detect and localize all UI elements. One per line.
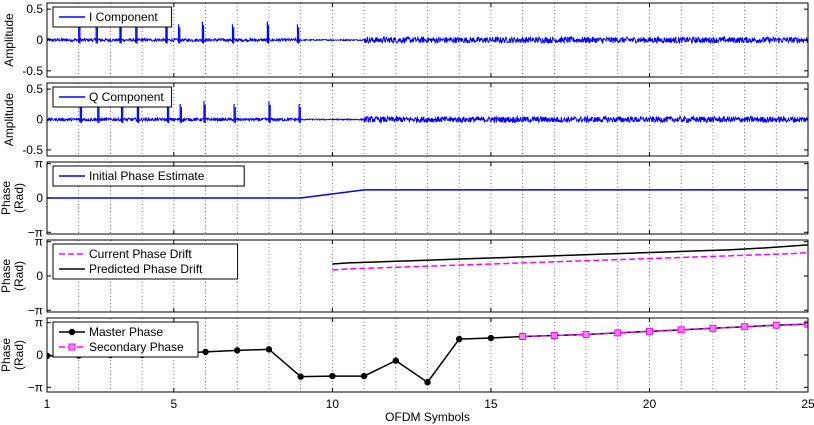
data-point <box>550 331 558 339</box>
y-axis-label: (Rad) <box>12 340 26 370</box>
y-axis-label: Amplitude <box>2 93 16 147</box>
legend-label: Secondary Phase <box>89 340 184 354</box>
legend-box <box>52 165 245 187</box>
legend-label: Current Phase Drift <box>89 247 192 261</box>
panel-i: -0.5 0 0.5 Amplitude I Component <box>2 2 809 78</box>
y-tick-label: π <box>35 157 43 171</box>
y-tick-label: 0 <box>36 348 43 362</box>
y-tick-label: 0 <box>36 33 43 47</box>
plot-area-drift <box>332 244 808 271</box>
data-point <box>424 379 431 386</box>
legend-label: I Component <box>89 10 158 24</box>
x-tick-label: 5 <box>170 397 177 411</box>
y-tick-label: 0.5 <box>26 2 43 16</box>
x-tick-label: 15 <box>484 397 498 411</box>
y-tick-label: π <box>35 235 43 249</box>
legend-box <box>52 6 173 28</box>
data-point <box>360 372 368 380</box>
y-axis-label: (Rad) <box>12 261 26 291</box>
legend-box <box>52 86 173 108</box>
legend-marker <box>68 343 76 351</box>
legend-label: Q Component <box>89 90 164 104</box>
series-line-i <box>47 35 808 45</box>
legend-label: Initial Phase Estimate <box>89 169 205 183</box>
y-axis-label: (Rad) <box>12 183 26 213</box>
y-tick-label: −π <box>28 303 43 317</box>
x-tick-label: 1 <box>44 397 51 411</box>
panel-drift: −π 0 π Phase (Rad) Current Phase DriftPredict… <box>0 235 809 317</box>
y-axis-label: Phase <box>0 259 13 293</box>
x-tick-label: 20 <box>643 397 657 411</box>
y-tick-label: 0 <box>36 269 43 283</box>
data-point <box>741 323 749 331</box>
data-point <box>297 373 304 380</box>
y-tick-label: -0.5 <box>22 64 43 78</box>
series-line-init-0 <box>47 189 808 199</box>
data-point <box>519 333 527 340</box>
legend-q: Q Component <box>52 86 173 108</box>
series-line-master-1 <box>522 323 808 338</box>
x-tick-label: 25 <box>801 397 814 411</box>
data-point <box>645 327 653 335</box>
data-point <box>265 346 273 353</box>
series-line-q <box>47 114 808 124</box>
y-axis-label: Phase <box>0 338 13 372</box>
data-point <box>582 330 590 338</box>
plot-area-init <box>47 189 808 199</box>
y-tick-label: 0 <box>36 191 43 205</box>
data-point <box>456 335 463 343</box>
y-tick-label: 0.5 <box>26 82 43 96</box>
y-tick-label: -0.5 <box>22 143 43 157</box>
data-point <box>329 372 336 380</box>
data-point <box>392 357 399 364</box>
panel-init: −π 0 π Phase (Rad) Initial Phase Estimate <box>0 157 809 239</box>
x-tick-label: 10 <box>326 397 340 411</box>
y-tick-label: 0 <box>36 113 43 127</box>
y-tick-label: −π <box>28 225 43 239</box>
legend-marker <box>68 328 76 336</box>
data-point <box>772 321 780 329</box>
panel-q: -0.5 0 0.5 Amplitude Q Component <box>2 82 809 157</box>
legend-label: Predicted Phase Drift <box>89 262 203 276</box>
data-point <box>487 334 495 342</box>
y-axis-label: Amplitude <box>2 13 16 67</box>
data-point <box>202 348 209 356</box>
data-point <box>677 326 685 334</box>
legend-box <box>52 321 199 358</box>
series-line-drift-0 <box>332 251 808 271</box>
data-point <box>709 324 717 332</box>
y-tick-label: π <box>35 316 43 330</box>
data-point <box>47 352 51 360</box>
y-tick-label: −π <box>28 380 43 394</box>
data-point <box>234 347 241 354</box>
legend-init: Initial Phase Estimate <box>52 165 245 187</box>
data-point <box>804 320 808 328</box>
legend-box <box>52 243 239 280</box>
x-axis-label: OFDM Symbols <box>385 410 470 424</box>
legend-i: I Component <box>52 6 173 28</box>
data-point <box>614 329 622 337</box>
series-line-drift-1 <box>332 244 808 265</box>
legend-label: Master Phase <box>89 325 163 339</box>
y-axis-label: Phase <box>0 181 13 215</box>
